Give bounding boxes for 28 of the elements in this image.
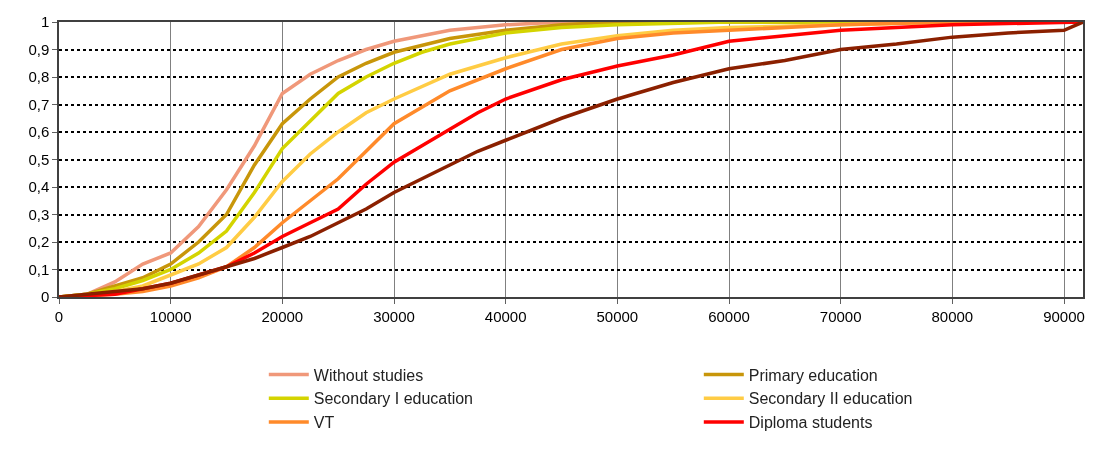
y-tick-label: 0,2 [28,233,50,251]
x-tick-label: 10000 [149,307,192,325]
line-series [59,22,1083,297]
x-tick-label: 0 [54,307,64,325]
y-tick-label: 0,1 [28,260,50,278]
legend-label: Primary education [748,366,878,384]
legend-label: Diploma students [748,414,873,432]
y-tick-label: 1 [40,13,50,31]
x-tick-label: 60000 [708,307,750,325]
legend-label: Secondary I education [313,390,474,408]
y-tick-label: 0,4 [28,178,50,196]
y-tick-label: 0,6 [28,123,50,141]
x-tick-label: 30000 [373,307,415,325]
y-tick-label: 0 [40,288,50,306]
y-tick-label: 0,9 [28,40,50,58]
x-tick-label: 20000 [261,307,304,325]
y-tick-label: 0,8 [28,68,50,86]
y-tick-label: 0,3 [28,205,50,223]
legend-label: Secondary II education [748,390,913,408]
x-tick-label: 90000 [1043,307,1085,325]
x-tick-label: 70000 [819,307,862,325]
x-tick-label: 50000 [596,307,639,325]
y-tick-label: 0,7 [28,95,50,113]
legend-label: Without studies [313,366,424,384]
x-tick-label: 80000 [931,307,974,325]
legend-label: VT [313,414,335,432]
y-tick-label: 0,5 [28,150,50,168]
x-tick-label: 40000 [484,307,527,325]
